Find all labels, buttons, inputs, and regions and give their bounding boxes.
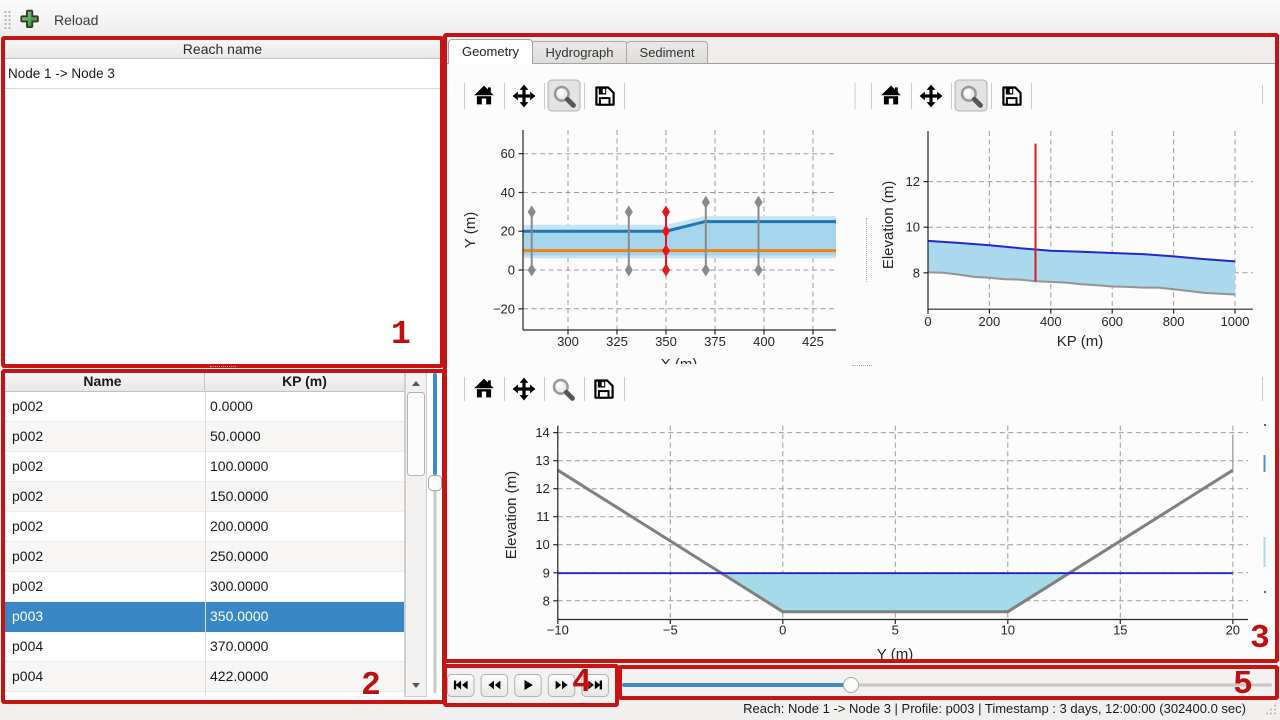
svg-text:9: 9 [543, 565, 550, 580]
svg-text:−5: −5 [663, 623, 678, 638]
svg-text:325: 325 [606, 334, 628, 349]
svg-text:0: 0 [924, 314, 931, 329]
svg-text:375: 375 [704, 334, 726, 349]
svg-text:−10: −10 [547, 623, 569, 638]
svg-text:20: 20 [501, 224, 515, 239]
svg-text:0: 0 [779, 623, 786, 638]
svg-text:8: 8 [913, 265, 920, 280]
svg-text:5: 5 [892, 623, 899, 638]
svg-text:20: 20 [1226, 623, 1240, 638]
svg-text:12: 12 [535, 481, 549, 496]
svg-text:Y (m): Y (m) [462, 212, 479, 248]
svg-text:40: 40 [501, 185, 515, 200]
svg-text:350: 350 [655, 334, 677, 349]
svg-text:400: 400 [1040, 314, 1062, 329]
svg-text:1000: 1000 [1221, 314, 1250, 329]
svg-text:600: 600 [1101, 314, 1123, 329]
svg-text:425: 425 [802, 334, 824, 349]
svg-text:Elevation (m): Elevation (m) [503, 471, 520, 559]
svg-text:300: 300 [557, 334, 579, 349]
svg-text:800: 800 [1163, 314, 1185, 329]
svg-text:0: 0 [508, 263, 515, 278]
svg-text:14: 14 [535, 425, 549, 440]
svg-text:13: 13 [535, 453, 549, 468]
svg-text:10: 10 [1001, 623, 1015, 638]
svg-text:10: 10 [906, 220, 920, 235]
svg-text:Elevation (m): Elevation (m) [880, 181, 897, 269]
svg-text:KP (m): KP (m) [1057, 333, 1103, 350]
svg-text:15: 15 [1113, 623, 1127, 638]
svg-text:400: 400 [753, 334, 775, 349]
svg-text:200: 200 [979, 314, 1001, 329]
svg-text:8: 8 [543, 593, 550, 608]
svg-text:11: 11 [536, 509, 550, 524]
svg-text:12: 12 [906, 174, 920, 189]
svg-text:60: 60 [501, 146, 515, 161]
svg-text:X (m): X (m) [661, 356, 698, 364]
svg-text:−20: −20 [493, 301, 515, 316]
svg-text:10: 10 [535, 537, 549, 552]
svg-text:Y (m): Y (m) [877, 646, 913, 661]
